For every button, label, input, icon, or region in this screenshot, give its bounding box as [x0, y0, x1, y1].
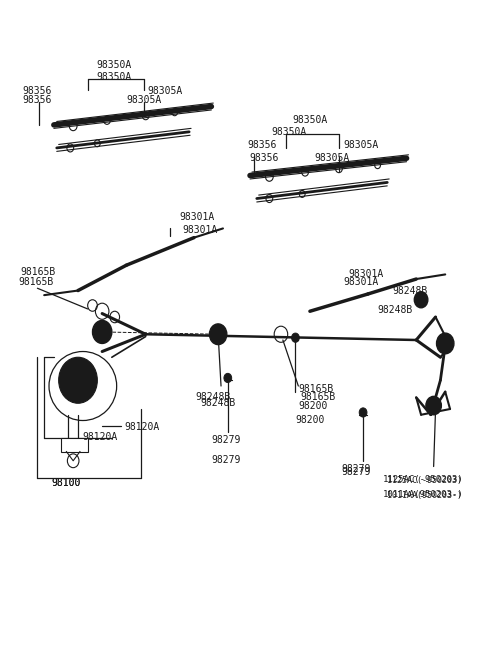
Circle shape — [93, 321, 112, 344]
Circle shape — [291, 333, 300, 342]
Circle shape — [426, 396, 442, 415]
Circle shape — [74, 376, 82, 385]
Text: 1011AA(950203-): 1011AA(950203-) — [383, 489, 463, 499]
Circle shape — [442, 339, 449, 348]
Text: 1125AC(-950203): 1125AC(-950203) — [383, 474, 463, 484]
Text: 98279: 98279 — [211, 436, 240, 445]
Text: 98356: 98356 — [249, 152, 278, 162]
Text: 98165B: 98165B — [300, 392, 336, 402]
Text: 98350A: 98350A — [292, 115, 327, 125]
Text: 98356: 98356 — [22, 86, 51, 96]
Circle shape — [418, 296, 424, 303]
Circle shape — [414, 292, 428, 307]
Text: 98120A: 98120A — [124, 422, 160, 432]
Text: 98279: 98279 — [342, 466, 371, 476]
Text: 98279: 98279 — [211, 455, 240, 465]
Circle shape — [68, 369, 88, 392]
Text: 98350A: 98350A — [96, 72, 132, 82]
Text: 98248B: 98248B — [392, 286, 427, 296]
Ellipse shape — [49, 351, 117, 420]
Text: 1011AA(950203-): 1011AA(950203-) — [387, 491, 462, 500]
Text: 98165B: 98165B — [20, 267, 55, 277]
Text: 98248B: 98248B — [378, 306, 413, 315]
Text: 98200: 98200 — [299, 401, 328, 411]
Text: 98301A: 98301A — [348, 269, 384, 279]
Circle shape — [436, 333, 454, 354]
Circle shape — [59, 357, 97, 403]
Text: 98279: 98279 — [342, 464, 371, 474]
Text: 98305A: 98305A — [147, 86, 183, 96]
Circle shape — [224, 373, 232, 382]
Text: 98301A: 98301A — [182, 225, 217, 235]
Text: 98350A: 98350A — [271, 127, 306, 137]
Text: 98356: 98356 — [247, 140, 276, 150]
Circle shape — [209, 324, 227, 345]
Bar — [60, 438, 88, 451]
Text: 98100: 98100 — [52, 478, 81, 488]
Text: 98248B: 98248B — [196, 392, 231, 402]
Text: 98301A: 98301A — [344, 277, 379, 286]
Text: 98165B: 98165B — [18, 277, 53, 286]
Text: 98165B: 98165B — [299, 384, 334, 394]
Circle shape — [430, 401, 437, 409]
Text: 98305A: 98305A — [126, 95, 162, 105]
Text: 98248B: 98248B — [201, 397, 236, 407]
Text: 98305A: 98305A — [344, 140, 379, 150]
Text: 98100: 98100 — [52, 478, 81, 488]
Text: 98356: 98356 — [22, 95, 51, 105]
Text: 98200: 98200 — [295, 415, 325, 425]
Text: 98301A: 98301A — [180, 212, 215, 221]
Text: 1125AC(-950203): 1125AC(-950203) — [387, 476, 462, 485]
Text: 98305A: 98305A — [315, 152, 350, 162]
Text: 98120A: 98120A — [83, 432, 118, 442]
Circle shape — [359, 408, 367, 417]
Circle shape — [98, 327, 106, 336]
Text: 98350A: 98350A — [96, 60, 132, 70]
